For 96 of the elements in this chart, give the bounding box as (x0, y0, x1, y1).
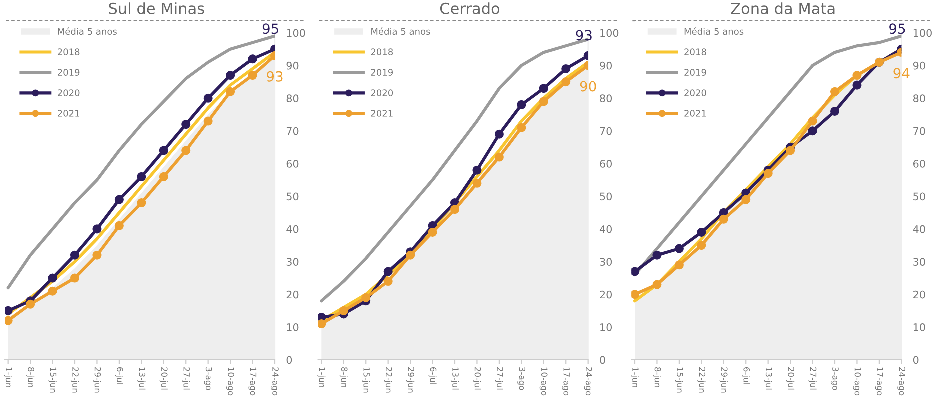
legend-label: 2019 (371, 69, 394, 76)
legend-label: 2018 (684, 48, 706, 56)
y-tick-label: 70 (600, 127, 612, 136)
y-tick-label: 60 (600, 160, 612, 168)
y-tick-label: 40 (600, 225, 612, 234)
x-tick-label: 1-jun (318, 368, 326, 388)
y-tick-label: 10 (914, 324, 926, 332)
y-tick-label: 80 (286, 94, 299, 103)
x-tick-label: 8-jun (26, 368, 35, 388)
x-tick-label: 6-jul (428, 368, 437, 384)
x-tick-label: 1-jun (630, 368, 640, 388)
y-tick-label: 100 (600, 29, 619, 38)
y-tick-label: 40 (286, 225, 299, 234)
x-tick-label: 20-jul (473, 368, 482, 390)
x-tick-label: 13-jul (450, 368, 460, 390)
data-label: 90 (580, 81, 596, 92)
x-tick-label: 3-ago (518, 368, 526, 390)
y-tick-label: 30 (286, 258, 299, 266)
x-tick-label: 10-ago (853, 368, 862, 396)
x-tick-label: 29-jun (406, 368, 415, 393)
x-tick-label: 6-jul (742, 368, 750, 384)
x-tick-label: 29-jun (93, 368, 102, 393)
data-label: 95 (890, 24, 906, 34)
y-tick-label: 90 (600, 62, 612, 70)
y-tick-label: 10 (287, 324, 299, 332)
y-tick-label: 70 (286, 127, 299, 136)
x-tick-label: 1-jun (4, 368, 12, 388)
y-tick-label: 10 (600, 324, 612, 332)
y-tick-label: 90 (913, 62, 926, 70)
legend-label: 2021 (684, 110, 706, 117)
x-tick-label: 17-ago (248, 368, 257, 396)
legend-label: Média 5 anos (58, 28, 117, 36)
legend-label: Média 5 anos (684, 28, 744, 36)
y-tick-label: 20 (600, 290, 612, 299)
data-label: 94 (894, 68, 910, 79)
y-tick-label: 100 (287, 29, 306, 38)
x-tick-label: 22-jun (70, 368, 80, 393)
y-tick-label: 50 (600, 192, 612, 201)
data-label: 95 (262, 24, 278, 34)
x-tick-label: 20-jul (160, 368, 168, 390)
y-tick-label: 60 (914, 160, 926, 168)
x-tick-label: 10-ago (226, 368, 234, 396)
x-tick-label: 6-jul (115, 368, 124, 384)
data-label: 93 (576, 30, 592, 41)
x-tick-label: 8-jun (653, 368, 662, 388)
x-tick-label: 24-ago (898, 368, 906, 396)
x-tick-label: 17-ago (875, 368, 884, 396)
chart-title: Cerrado (440, 2, 500, 14)
x-tick-label: 15-jun (48, 368, 57, 393)
x-tick-label: 15-jun (362, 368, 370, 393)
y-tick-label: 80 (600, 94, 612, 103)
x-tick-label: 20-jul (786, 368, 795, 390)
y-tick-label: 20 (286, 290, 299, 299)
x-tick-label: 10-ago (540, 368, 548, 396)
y-tick-label: 80 (913, 94, 926, 103)
x-tick-label: 17-ago (562, 368, 570, 396)
x-tick-label: 15-jun (675, 368, 684, 393)
x-tick-label: 27-jul (495, 368, 504, 390)
x-tick-label: 3-ago (204, 368, 212, 390)
y-tick-label: 30 (914, 258, 926, 266)
legend-label: 2019 (58, 69, 80, 76)
x-tick-label: 27-jul (182, 368, 190, 390)
x-tick-label: 27-jul (808, 368, 817, 390)
x-tick-label: 22-jun (698, 368, 706, 393)
y-tick-label: 20 (914, 290, 926, 299)
legend-label: 2020 (684, 90, 706, 96)
y-tick-label: 30 (600, 258, 612, 266)
legend-label: 2018 (371, 48, 394, 56)
x-tick-label: 24-ago (270, 368, 279, 396)
y-tick-label: 50 (286, 192, 299, 201)
data-label: 93 (267, 71, 283, 82)
x-tick-label: 29-jun (720, 368, 728, 393)
legend-label: 2021 (58, 110, 80, 117)
y-tick-label: 0 (286, 356, 292, 364)
x-tick-label: 13-jul (764, 368, 772, 390)
x-tick-label: 13-jul (138, 368, 146, 390)
y-tick-label: 90 (286, 62, 299, 70)
y-tick-label: 0 (600, 356, 606, 364)
y-tick-label: 60 (286, 160, 299, 168)
x-tick-label: 3-ago (830, 368, 839, 390)
y-tick-label: 0 (913, 356, 919, 364)
legend-label: 2020 (371, 90, 394, 96)
y-tick-label: 100 (914, 29, 932, 38)
legend-label: Média 5 anos (372, 28, 430, 36)
y-tick-label: 40 (913, 225, 926, 234)
y-tick-label: 50 (914, 192, 926, 201)
legend-label: 2021 (371, 110, 393, 117)
x-tick-label: 22-jun (384, 368, 392, 393)
chart-title: Zona da Mata (731, 2, 835, 14)
legend-label: 2020 (58, 90, 80, 96)
x-tick-label: 24-ago (584, 368, 592, 396)
y-tick-label: 70 (914, 127, 926, 136)
legend-label: 2019 (684, 69, 706, 76)
chart-title: Sul de Minas (109, 2, 204, 14)
x-tick-label: 8-jun (340, 368, 348, 388)
legend-label: 2018 (58, 48, 80, 56)
